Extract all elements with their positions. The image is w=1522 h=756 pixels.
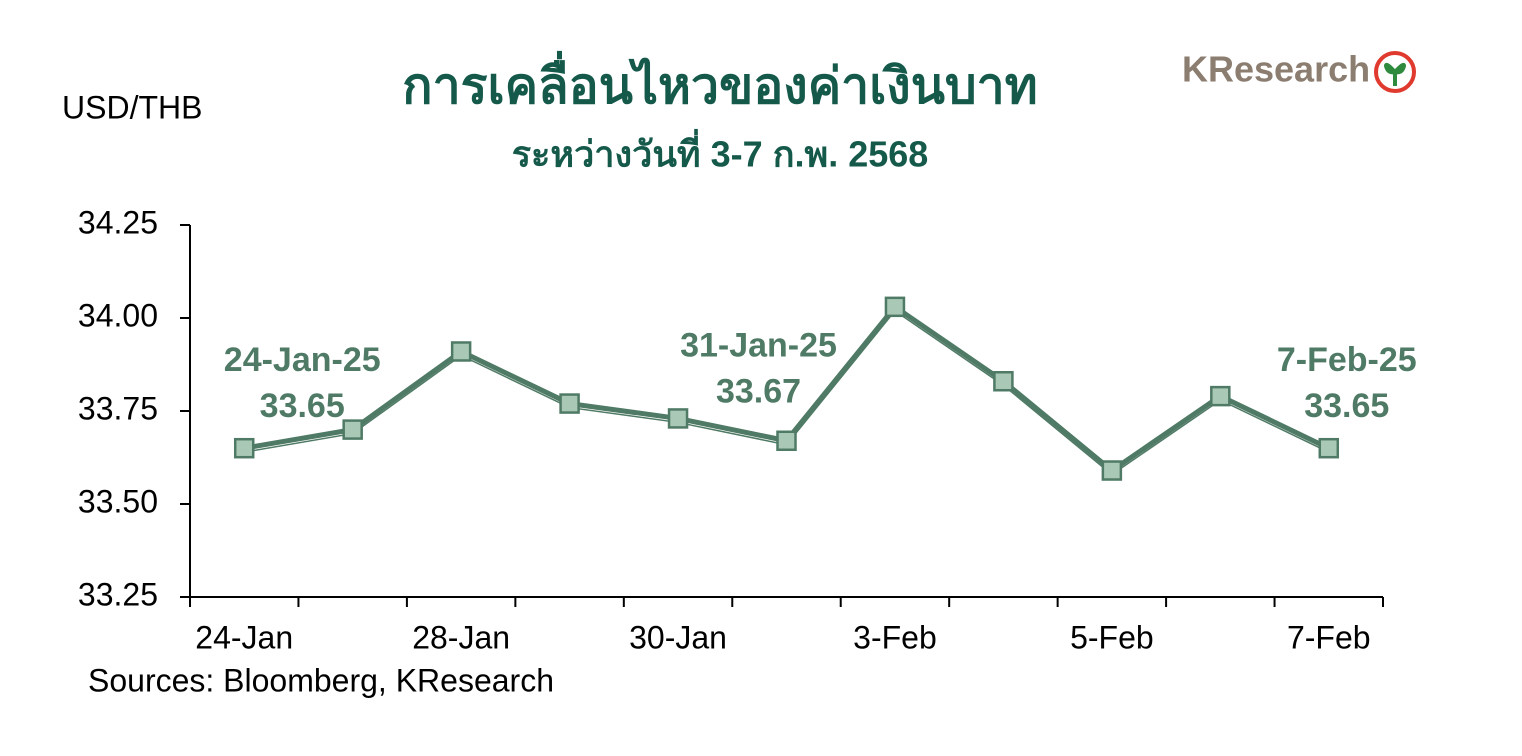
- y-tick-label: 33.75: [78, 390, 158, 426]
- y-tick-label: 34.00: [78, 297, 158, 333]
- point-label: 24-Jan-25: [224, 341, 381, 379]
- marker: [884, 296, 906, 318]
- marker: [1318, 437, 1340, 459]
- chart-subtitle: ระหว่างวันที่ 3-7 ก.พ. 2568: [512, 129, 929, 175]
- source: Sources: Bloomberg, KResearch: [88, 662, 554, 698]
- marker: [667, 408, 689, 429]
- point-label: 7-Feb-25: [1277, 341, 1417, 379]
- marker: [450, 341, 472, 362]
- marker: [559, 393, 580, 414]
- y-tick-label: 34.25: [78, 204, 158, 240]
- y-tick-label: 33.50: [78, 483, 158, 519]
- marker: [1101, 460, 1123, 481]
- logo-text: KResearch: [1182, 49, 1370, 90]
- y-axis-label: USD/THB: [62, 89, 202, 125]
- x-tick-label: 30-Jan: [629, 619, 727, 655]
- x-tick-label: 28-Jan: [412, 619, 510, 655]
- marker: [342, 419, 363, 440]
- chart-title: การเคลื่อนไหวของค่าเงินบาท: [402, 51, 1037, 114]
- marker: [993, 370, 1014, 392]
- value-label: 33.65: [260, 387, 345, 425]
- x-tick-label: 3-Feb: [853, 619, 937, 655]
- y-tick-label: 33.25: [78, 576, 158, 612]
- x-tick-label: 24-Jan: [195, 619, 293, 655]
- marker: [776, 430, 797, 452]
- x-tick-label: 7-Feb: [1287, 619, 1371, 655]
- value-label: 33.65: [1304, 387, 1389, 425]
- x-tick-label: 5-Feb: [1070, 619, 1154, 655]
- marker: [233, 437, 255, 459]
- logo-icon: [1383, 62, 1407, 86]
- marker: [1210, 385, 1231, 407]
- value-label: 33.67: [716, 373, 801, 411]
- point-label: 31-Jan-25: [680, 327, 837, 365]
